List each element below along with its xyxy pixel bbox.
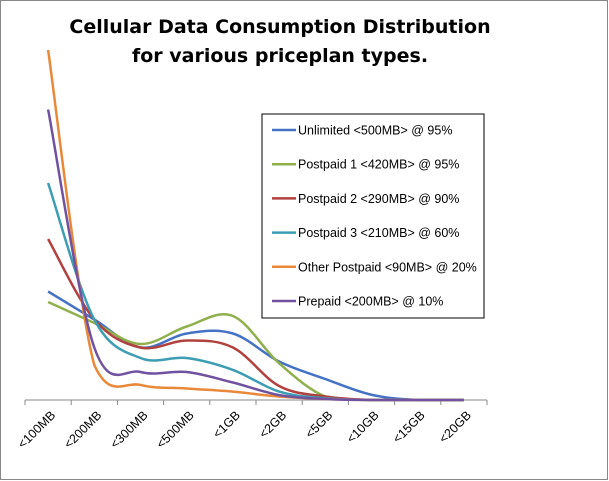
series-line bbox=[46, 109, 464, 402]
chart-title-line-1: Cellular Data Consumption Distribution bbox=[69, 16, 490, 38]
series-lines bbox=[46, 49, 464, 402]
legend-label: Other Postpaid <90MB> @ 20% bbox=[298, 260, 477, 274]
legend-label: Unlimited <500MB> @ 95% bbox=[298, 124, 452, 138]
chart-title-line-2: for various priceplan types. bbox=[132, 45, 428, 67]
legend-label: Postpaid 1 <420MB> @ 95% bbox=[298, 158, 459, 172]
legend-label: Postpaid 2 <290MB> @ 90% bbox=[298, 192, 459, 206]
legend-box bbox=[261, 113, 485, 319]
legend: Unlimited <500MB> @ 95% Postpaid 1 <420MB… bbox=[261, 113, 485, 319]
legend-label: Prepaid <200MB> @ 10% bbox=[298, 295, 443, 309]
legend-label: Postpaid 3 <210MB> @ 60% bbox=[298, 226, 459, 240]
